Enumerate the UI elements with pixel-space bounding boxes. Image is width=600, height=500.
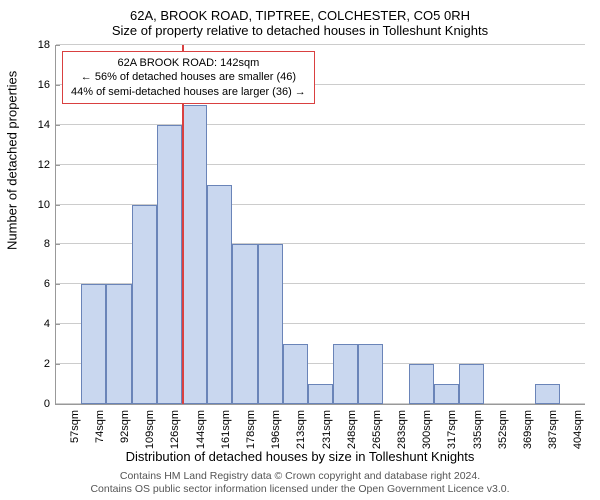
x-tick-label: 213sqm bbox=[295, 410, 307, 449]
x-tick-label: 387sqm bbox=[547, 410, 559, 449]
x-tick-label: 144sqm bbox=[195, 410, 207, 449]
histogram-bar bbox=[232, 244, 257, 404]
x-tick-label: 109sqm bbox=[144, 410, 156, 449]
x-tick-label: 335sqm bbox=[472, 410, 484, 449]
histogram-bar bbox=[535, 384, 560, 404]
y-tick-label: 10 bbox=[38, 199, 56, 211]
x-tick-label: 300sqm bbox=[421, 410, 433, 449]
histogram-bar bbox=[207, 185, 232, 404]
histogram-bar bbox=[358, 344, 383, 404]
x-tick-label: 231sqm bbox=[321, 410, 333, 449]
x-tick-label: 161sqm bbox=[220, 410, 232, 449]
histogram-bar bbox=[434, 384, 459, 404]
y-tick-label: 0 bbox=[44, 398, 56, 410]
x-tick-label: 404sqm bbox=[572, 410, 584, 449]
histogram-bar bbox=[106, 284, 131, 404]
title-line-1: 62A, BROOK ROAD, TIPTREE, COLCHESTER, CO… bbox=[0, 8, 600, 23]
x-tick-label: 352sqm bbox=[497, 410, 509, 449]
y-tick-label: 8 bbox=[44, 238, 56, 250]
histogram-bar bbox=[409, 364, 434, 404]
x-tick-label: 196sqm bbox=[270, 410, 282, 449]
y-tick-label: 16 bbox=[38, 79, 56, 91]
gridline bbox=[56, 124, 585, 125]
footer: Contains HM Land Registry data © Crown c… bbox=[0, 470, 600, 496]
callout-line-3: 44% of semi-detached houses are larger (… bbox=[71, 85, 306, 99]
histogram-bar bbox=[182, 105, 207, 404]
footer-line-1: Contains HM Land Registry data © Crown c… bbox=[0, 470, 600, 483]
histogram-bar bbox=[308, 384, 333, 404]
x-tick-label: 74sqm bbox=[94, 410, 106, 443]
x-tick-label: 265sqm bbox=[371, 410, 383, 449]
footer-line-2: Contains OS public sector information li… bbox=[0, 483, 600, 496]
x-axis-label: Distribution of detached houses by size … bbox=[0, 449, 600, 464]
y-tick-label: 4 bbox=[44, 318, 56, 330]
y-axis-label: Number of detached properties bbox=[5, 71, 20, 250]
x-tick-label: 248sqm bbox=[346, 410, 358, 449]
callout-box: 62A BROOK ROAD: 142sqm← 56% of detached … bbox=[62, 51, 315, 104]
histogram-bar bbox=[157, 125, 182, 404]
histogram-bar bbox=[132, 205, 157, 404]
callout-line-2: ← 56% of detached houses are smaller (46… bbox=[71, 70, 306, 84]
x-tick-label: 178sqm bbox=[245, 410, 257, 449]
histogram-bar bbox=[283, 344, 308, 404]
y-tick-label: 12 bbox=[38, 159, 56, 171]
x-tick-label: 317sqm bbox=[446, 410, 458, 449]
x-tick-label: 369sqm bbox=[522, 410, 534, 449]
chart-header: 62A, BROOK ROAD, TIPTREE, COLCHESTER, CO… bbox=[0, 0, 600, 38]
x-tick-label: 283sqm bbox=[396, 410, 408, 449]
title-line-2: Size of property relative to detached ho… bbox=[0, 23, 600, 38]
gridline bbox=[56, 44, 585, 45]
histogram-bar bbox=[459, 364, 484, 404]
gridline bbox=[56, 164, 585, 165]
callout-line-1: 62A BROOK ROAD: 142sqm bbox=[71, 56, 306, 70]
x-tick-label: 126sqm bbox=[169, 410, 181, 449]
y-tick-label: 18 bbox=[38, 39, 56, 51]
histogram-bar bbox=[81, 284, 106, 404]
histogram-bar bbox=[333, 344, 358, 404]
histogram-bar bbox=[258, 244, 283, 404]
y-tick-label: 14 bbox=[38, 119, 56, 131]
x-tick-label: 57sqm bbox=[69, 410, 81, 443]
x-tick-label: 92sqm bbox=[119, 410, 131, 443]
y-tick-label: 2 bbox=[44, 358, 56, 370]
y-tick-label: 6 bbox=[44, 278, 56, 290]
